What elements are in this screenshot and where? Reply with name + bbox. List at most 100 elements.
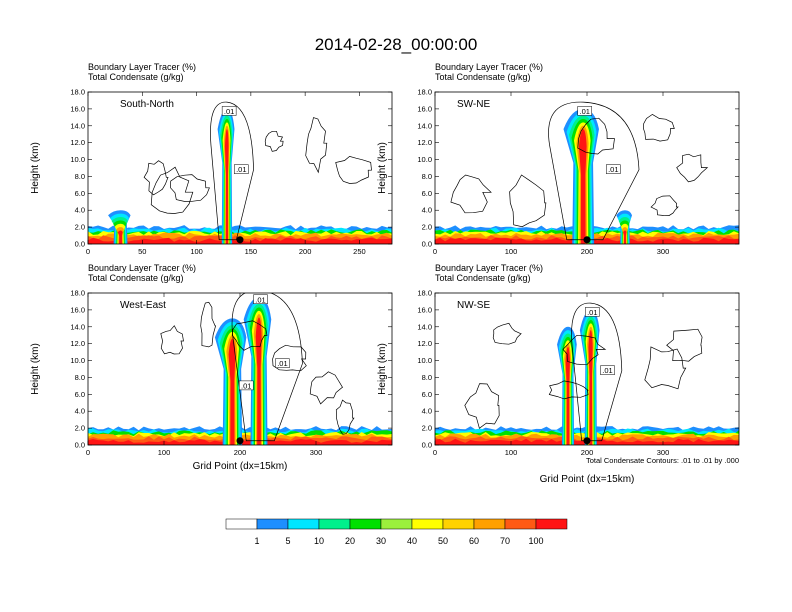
condensate-contour [562, 334, 607, 366]
condensate-contour [305, 117, 328, 174]
y-tick-label: 10.0 [417, 155, 432, 164]
condensate-contour [150, 166, 194, 214]
panels-group: Boundary Layer Tracer (%)Total Condensat… [30, 62, 740, 485]
svg-text:.01: .01 [608, 165, 618, 174]
y-tick-label: 0.0 [75, 240, 85, 249]
x-tick-label: 0 [433, 448, 437, 457]
contour-footnote: Total Condensate Contours: .01 to .01 by… [586, 456, 739, 465]
colorbar-swatch [473, 518, 506, 530]
plume-1-layer-6 [623, 230, 627, 244]
condensate-contour [676, 153, 709, 183]
svg-text:.01: .01 [602, 366, 612, 375]
panel-header-tracer: Boundary Layer Tracer (%) [435, 62, 543, 72]
condensate-contour [492, 322, 522, 345]
colorbar-label: 50 [438, 536, 448, 546]
condensate-contour [666, 328, 703, 362]
contour-label: .01 [606, 164, 621, 174]
colorbar-label: 1 [254, 536, 259, 546]
y-tick-label: 8.0 [75, 172, 85, 181]
condensate-contour [231, 320, 268, 351]
svg-text:.01: .01 [587, 308, 597, 317]
colorbar-swatch [225, 518, 258, 530]
y-tick-label: 2.0 [422, 424, 432, 433]
panel-label: South-North [120, 99, 174, 110]
x-tick-label: 100 [190, 247, 203, 256]
colorbar-swatch [535, 518, 568, 530]
panel-field [435, 101, 739, 244]
y-tick-label: 4.0 [422, 407, 432, 416]
y-tick-label: 12.0 [70, 339, 85, 348]
colorbar-label: 40 [407, 536, 417, 546]
contour-label: .01 [234, 164, 249, 174]
y-tick-label: 16.0 [70, 104, 85, 113]
y-tick-label: 2.0 [422, 223, 432, 232]
colorbar-swatch [256, 518, 289, 530]
y-tick-label: 4.0 [75, 407, 85, 416]
y-tick-label: 16.0 [417, 305, 432, 314]
location-marker [583, 236, 591, 244]
x-tick-label: 0 [86, 247, 90, 256]
y-tick-label: 10.0 [417, 356, 432, 365]
panel-field [88, 293, 392, 445]
condensate-contour-main [231, 293, 303, 442]
x-tick-label: 250 [353, 247, 366, 256]
condensate-contour [264, 130, 284, 152]
x-tick-label: 150 [245, 247, 258, 256]
colorbar-swatch [318, 518, 351, 530]
colorbar-label: 30 [376, 536, 386, 546]
y-tick-label: 10.0 [70, 356, 85, 365]
x-tick-label: 100 [158, 448, 171, 457]
colorbar-label: 60 [469, 536, 479, 546]
condensate-contour [160, 325, 184, 355]
y-tick-label: 18.0 [417, 88, 432, 97]
panel-west-east: Boundary Layer Tracer (%)Total Condensat… [30, 263, 393, 472]
panel-south-north: Boundary Layer Tracer (%)Total Condensat… [30, 62, 393, 256]
colorbar: 1 5 10 20 30 40 50 60 70 100 [225, 518, 568, 546]
panel-header-condensate: Total Condensate (g/kg) [88, 72, 184, 82]
panel-header-condensate: Total Condensate (g/kg) [88, 273, 184, 283]
contour-label: .01 [275, 358, 290, 368]
y-tick-label: 8.0 [422, 373, 432, 382]
condensate-contour [143, 160, 169, 196]
y-tick-label: 0.0 [75, 441, 85, 450]
y-axis-label: Height (km) [30, 343, 41, 395]
colorbar-label: 70 [500, 536, 510, 546]
x-axis-label: Grid Point (dx=15km) [540, 474, 635, 485]
colorbar-label: 10 [314, 536, 324, 546]
y-tick-label: 6.0 [422, 390, 432, 399]
y-tick-label: 0.0 [422, 441, 432, 450]
y-tick-label: 8.0 [422, 172, 432, 181]
x-tick-label: 0 [86, 448, 90, 457]
plume-0-layer-6 [578, 129, 587, 244]
x-tick-label: 100 [505, 247, 518, 256]
colorbar-label: 100 [528, 536, 543, 546]
contour-label: .01 [600, 365, 615, 375]
panel-nw-se: Boundary Layer Tracer (%) Total Condensat… [377, 263, 740, 485]
plume-0-layer-6 [255, 317, 262, 445]
condensate-contour [450, 174, 492, 214]
plume-1-layer-6 [565, 347, 570, 445]
colorbar-swatch [442, 518, 475, 530]
y-tick-label: 0.0 [422, 240, 432, 249]
y-axis-label: Height (km) [377, 142, 388, 194]
y-tick-label: 18.0 [70, 289, 85, 298]
x-tick-label: 300 [310, 448, 323, 457]
colorbar-swatch [411, 518, 444, 530]
panel-header-tracer: Boundary Layer Tracer (%) [88, 263, 196, 273]
x-tick-label: 200 [234, 448, 247, 457]
panel-label: West-East [120, 300, 166, 311]
plume-1-layer-6 [117, 230, 123, 244]
panel-frame [87, 91, 393, 245]
panel-header-tracer: Boundary Layer Tracer (%) [435, 263, 543, 273]
location-marker [236, 236, 244, 244]
y-tick-label: 8.0 [75, 373, 85, 382]
colorbar-swatch [287, 518, 320, 530]
y-tick-label: 14.0 [417, 121, 432, 130]
svg-text:.01: .01 [224, 107, 234, 116]
plume-0-layer-6 [224, 129, 229, 244]
y-tick-label: 6.0 [75, 189, 85, 198]
contour-label: .01 [577, 106, 592, 116]
y-tick-label: 4.0 [75, 206, 85, 215]
y-tick-label: 6.0 [75, 390, 85, 399]
colorbar-swatch [349, 518, 382, 530]
